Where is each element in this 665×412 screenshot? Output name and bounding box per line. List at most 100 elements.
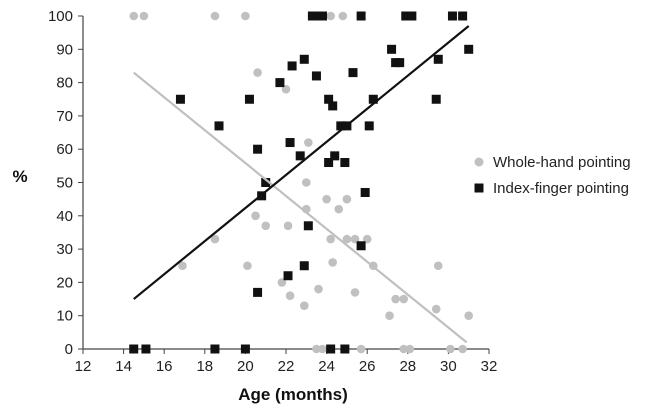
index-finger-point [326,344,336,354]
whole-hand-point [277,278,287,287]
index-finger-point [214,121,224,131]
whole-hand-point [299,301,309,311]
index-finger-point [340,344,350,354]
index-finger-point [295,151,305,161]
x-tick-label: 26 [359,358,376,375]
whole-hand-point [129,11,139,21]
index-finger-point [387,44,397,54]
whole-hand-point [304,138,313,147]
whole-hand-point [433,261,443,271]
index-finger-point [303,221,313,231]
whole-hand-point [391,294,400,304]
index-finger-point [368,94,378,104]
whole-hand-point [281,84,291,94]
legend: Whole-hand pointing Index-finger pointin… [474,154,631,197]
index-finger-point [210,344,220,354]
whole-hand-point [446,344,455,354]
index-finger-point [311,71,321,81]
index-finger-point [324,94,334,104]
index-finger-point [340,158,350,168]
index-finger-point [356,241,366,251]
whole-hand-point [210,234,220,244]
y-tick-label: 50 [56,175,73,192]
whole-hand-point [464,311,474,321]
index-finger-point [330,151,340,161]
index-finger-point [275,78,285,88]
index-finger-point [431,94,441,104]
y-tick-label: 40 [56,208,73,225]
index-finger-point [395,58,405,68]
x-tick-label: 16 [156,358,173,375]
x-tick-label: 30 [440,358,457,375]
index-finger-point [285,138,295,148]
x-tick-label: 12 [75,358,92,375]
whole-hand-point [342,234,352,244]
index-finger-point [447,11,457,21]
whole-hand-point [285,291,295,301]
whole-hand-point [338,11,348,21]
whole-hand-point [342,194,352,204]
index-finger-point [328,101,338,111]
whole-hand-point [139,11,149,21]
whole-hand-point [385,311,394,321]
index-finger-point [464,44,474,54]
index-finger-point [360,187,370,197]
index-finger-point [299,261,309,271]
whole-hand-point [350,234,360,244]
whole-hand-point [253,68,262,77]
x-tick-label: 20 [237,358,254,375]
legend-label-index-finger: Index-finger pointing [493,180,629,197]
x-tick-label: 32 [481,358,498,375]
ticks: 12 14 16 18 20 22 24 26 28 30 32 0 10 20 30 40 50 60 70 80 9… [48,8,497,375]
index-finger-point [318,11,328,21]
index-finger-point [129,344,139,354]
x-tick-label: 22 [278,358,295,375]
index-finger-point [283,271,293,281]
index-finger-point [287,61,297,71]
whole-hand-point [362,234,372,244]
index-finger-point [253,144,263,154]
index-finger-point [324,158,334,168]
whole-hand-point [314,284,323,294]
index-finger-point [336,121,346,131]
index-finger-point [175,94,185,104]
index-finger-point [244,94,254,104]
index-finger-point [401,11,411,21]
legend-label-whole-hand: Whole-hand pointing [493,154,631,171]
legend-marker-whole-hand [474,157,484,167]
whole-hand-point [399,344,409,354]
index-finger-point [348,68,358,78]
whole-hand-point [458,344,467,354]
whole-hand-point [334,204,344,214]
whole-hand-point [356,344,366,354]
y-tick-label: 30 [56,241,73,258]
whole-hand-point [431,304,441,314]
whole-hand-point [405,344,415,354]
whole-hand-point [326,234,335,244]
x-axis-title: Age (months) [238,385,348,404]
y-tick-label: 70 [56,108,73,125]
whole-hand-point [328,258,337,267]
index-finger-point [407,11,417,21]
whole-hand-point [322,194,331,204]
whole-hand-point [241,11,250,21]
trend-lines [133,25,470,344]
whole-hand-point [312,344,321,354]
x-tick-label: 18 [196,358,213,375]
y-tick-label: 80 [56,75,73,92]
y-tick-label: 60 [56,141,73,158]
y-tick-label: 0 [65,341,73,358]
index-finger-point [433,54,443,64]
index-finger-point [364,121,374,131]
index-finger-point [307,11,317,21]
index-finger-point [356,11,366,21]
y-tick-label: 100 [48,8,73,25]
index-finger-point [141,344,151,354]
whole-hand-point [326,11,335,21]
legend-marker-index-finger [474,183,484,193]
whole-hand-point [350,288,360,297]
index-finger-trend-line [133,25,470,300]
index-finger-point [253,287,263,297]
index-finger-point [458,11,468,21]
